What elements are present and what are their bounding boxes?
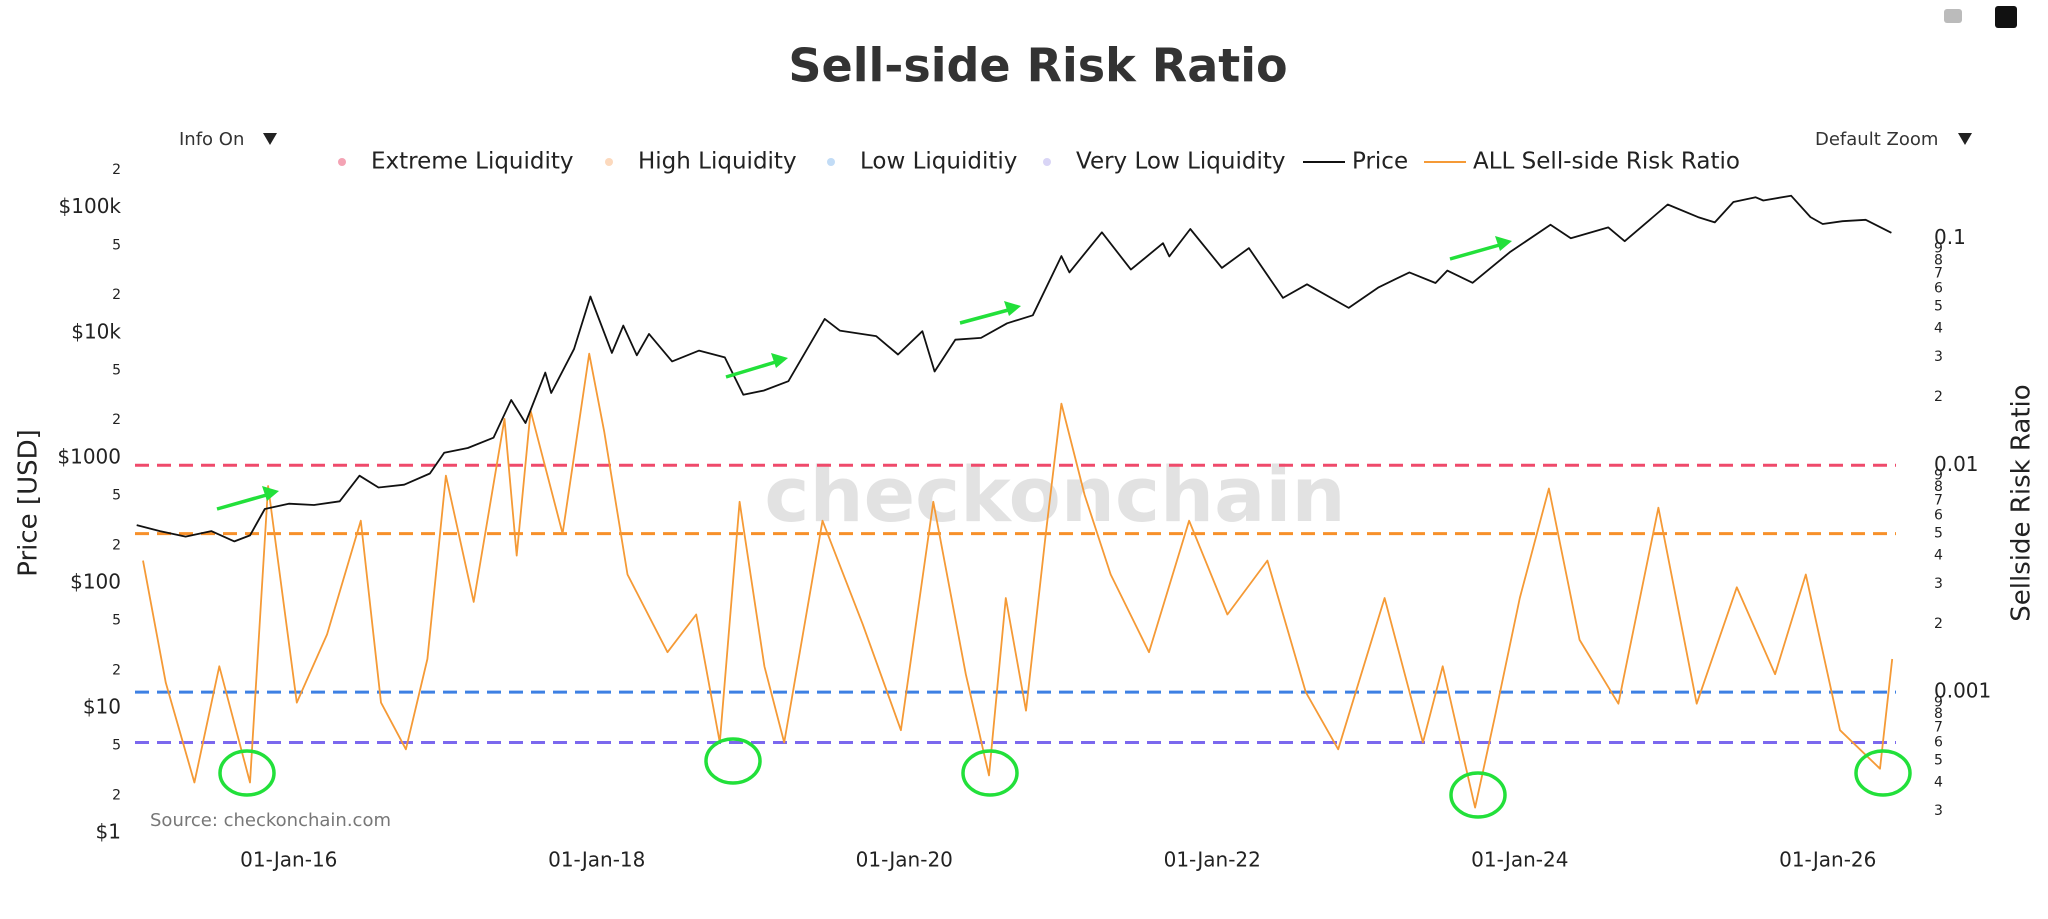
series-line <box>136 194 1892 543</box>
highlight-circle <box>1449 771 1507 819</box>
x-tick-label: 01-Jan-18 <box>548 848 645 872</box>
y2-tick-label: 3 <box>1934 349 1943 365</box>
y-tick-label: 2 <box>112 412 121 428</box>
y2-tick-label: 4 <box>1934 774 1943 790</box>
y-tick-label: 5 <box>112 613 121 629</box>
y-tick-label: $10 <box>83 695 121 719</box>
highlight-circle <box>218 749 276 797</box>
legend-marker <box>605 158 613 166</box>
y2-tick-label: 0.01 <box>1934 452 1979 476</box>
y-tick-label: $100 <box>70 569 121 593</box>
source-note: Source: checkonchain.com <box>150 810 391 831</box>
plot-area: $125$1025$10025$100025$10k25$100k2345678… <box>57 162 1991 872</box>
legend-label[interactable]: Price <box>1352 149 1408 175</box>
dropdown-arrow[interactable] <box>263 133 277 145</box>
camera-icon[interactable] <box>1944 9 1962 23</box>
legend: Extreme Liquidity High Liquidity Low Liqui… <box>338 149 1740 175</box>
arrow-head <box>262 486 279 501</box>
y2-tick-label: 5 <box>1934 526 1943 542</box>
y2-tick-label: 6 <box>1934 508 1943 524</box>
y2-tick-label: 9 <box>1934 468 1943 484</box>
y-tick-label: $1 <box>96 820 121 844</box>
x-tick-label: 01-Jan-16 <box>240 848 337 872</box>
y2-tick-label: 7 <box>1934 492 1943 508</box>
y2-tick-label: 9 <box>1934 695 1943 711</box>
arrow <box>725 359 780 379</box>
legend-label[interactable]: Very Low Liquidity <box>1076 149 1285 175</box>
y-tick-label: 2 <box>112 537 121 553</box>
y2-tick-label: 6 <box>1934 281 1943 297</box>
y2-tick-label: 5 <box>1934 753 1943 769</box>
y2-tick-label: 2 <box>1934 616 1943 632</box>
arrow <box>1449 242 1504 261</box>
chart-title: Sell-side Risk Ratio <box>788 39 1287 93</box>
series-line <box>142 352 1894 809</box>
y-tick-label: 5 <box>112 362 121 378</box>
x-tick-label: 01-Jan-20 <box>856 848 953 872</box>
y-tick-label: 2 <box>112 788 121 804</box>
y2-tick-label: 3 <box>1934 576 1943 592</box>
y2-tick-label: 4 <box>1934 548 1943 564</box>
legend-label[interactable]: High Liquidity <box>638 149 797 175</box>
y2-tick-label: 3 <box>1934 803 1943 819</box>
y2-tick-label: 8 <box>1934 479 1943 495</box>
highlight-circle <box>1854 749 1912 797</box>
y2-axis-title: Sellside Risk Ratio <box>2007 384 2037 621</box>
arrow-head <box>771 353 788 368</box>
legend-marker <box>1043 158 1051 166</box>
info-toggle[interactable]: Info On <box>179 129 244 150</box>
y2-tick-label: 6 <box>1934 735 1943 751</box>
y2-tick-label: 5 <box>1934 299 1943 315</box>
y-tick-label: 5 <box>112 237 121 253</box>
y-tick-label: $100k <box>59 194 122 218</box>
y-tick-label: 5 <box>112 488 121 504</box>
legend-marker <box>827 158 835 166</box>
y-axis-title: Price [USD] <box>14 429 44 577</box>
y-tick-label: 2 <box>112 287 121 303</box>
arrow <box>216 492 271 511</box>
y2-tick-label: 9 <box>1934 241 1943 257</box>
y2-tick-label: 0.001 <box>1934 679 1991 703</box>
y2-tick-label: 4 <box>1934 321 1943 337</box>
x-tick-label: 01-Jan-22 <box>1164 848 1261 872</box>
y2-tick-label: 8 <box>1934 706 1943 722</box>
plotly-icon[interactable] <box>1995 6 2017 28</box>
annotations <box>216 236 1912 819</box>
legend-label[interactable]: Low Liquiditiy <box>860 149 1017 175</box>
y-tick-label: 5 <box>112 738 121 754</box>
arrow <box>959 307 1013 325</box>
x-tick-label: 01-Jan-26 <box>1779 848 1876 872</box>
x-tick-label: 01-Jan-24 <box>1471 848 1568 872</box>
y2-tick-label: 2 <box>1934 389 1943 405</box>
y2-tick-label: 7 <box>1934 265 1943 281</box>
legend-label[interactable]: ALL Sell-side Risk Ratio <box>1473 149 1740 175</box>
legend-marker <box>338 158 346 166</box>
highlight-circle <box>961 749 1019 797</box>
y-tick-label: 2 <box>112 662 121 678</box>
y-tick-label: $1000 <box>57 444 121 468</box>
y2-tick-label: 0.1 <box>1934 225 1966 249</box>
arrow-head <box>1004 301 1021 316</box>
y-tick-label: 2 <box>112 162 121 178</box>
y-tick-label: $10k <box>71 319 121 343</box>
y2-tick-label: 7 <box>1934 719 1943 735</box>
arrow-head <box>1495 236 1512 251</box>
zoom-select[interactable]: Default Zoom <box>1815 129 1938 150</box>
y2-tick-label: 8 <box>1934 252 1943 268</box>
dropdown-arrow[interactable] <box>1958 133 1972 145</box>
legend-label[interactable]: Extreme Liquidity <box>371 149 574 175</box>
highlight-circle <box>704 737 762 785</box>
